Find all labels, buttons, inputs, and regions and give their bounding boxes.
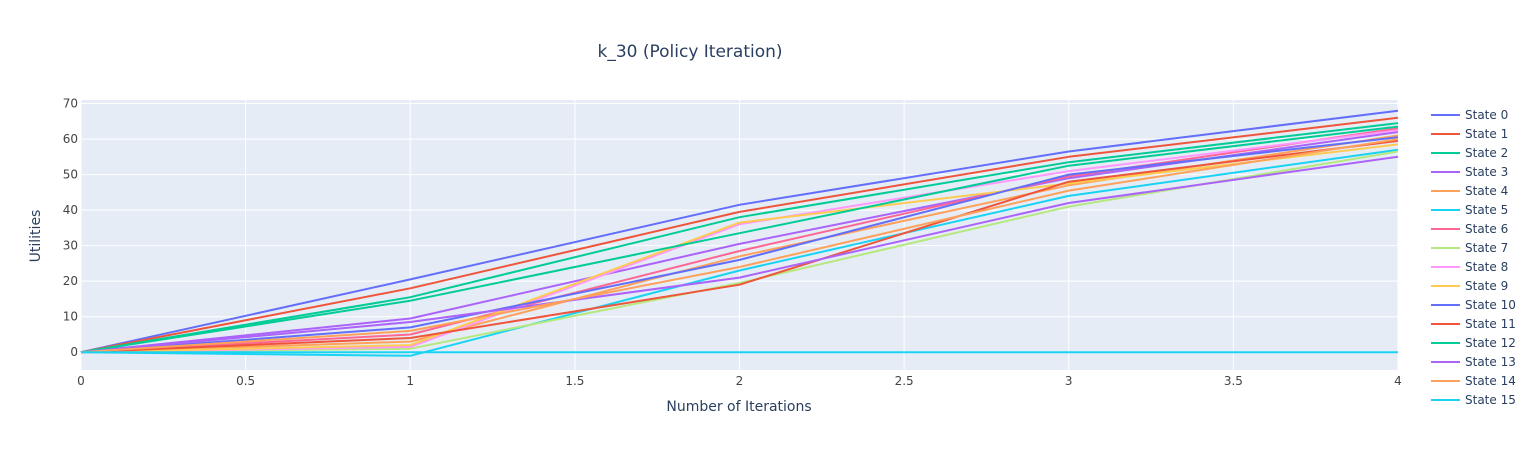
y-axis-title: Utilities [28, 210, 44, 263]
series-group [80, 109, 1399, 357]
series-line-state-5[interactable] [80, 148, 1399, 357]
legend-label: State 12 [1465, 336, 1516, 350]
x-tick-label: 2 [736, 374, 744, 388]
x-tick-label: 3.5 [1224, 374, 1243, 388]
legend-label: State 9 [1465, 279, 1508, 293]
legend-label: State 15 [1465, 393, 1516, 407]
legend-label: State 0 [1465, 108, 1508, 122]
legend-item[interactable]: State 0 [1431, 108, 1508, 122]
legend-label: State 11 [1465, 317, 1516, 331]
series-line-state-6[interactable] [80, 127, 1399, 354]
legend-item[interactable]: State 9 [1431, 279, 1508, 293]
legend-item[interactable]: State 8 [1431, 260, 1508, 274]
legend-item[interactable]: State 5 [1431, 203, 1508, 217]
y-tick-label: 10 [63, 310, 78, 324]
legend-item[interactable]: State 6 [1431, 222, 1508, 236]
legend-label: State 4 [1465, 184, 1508, 198]
x-tick-label: 0 [77, 374, 85, 388]
legend-label: State 8 [1465, 260, 1508, 274]
legend-item[interactable]: State 14 [1431, 374, 1516, 388]
y-tick-label: 40 [63, 203, 78, 217]
legend-item[interactable]: State 12 [1431, 336, 1516, 350]
legend-item[interactable]: State 4 [1431, 184, 1508, 198]
legend-item[interactable]: State 1 [1431, 127, 1508, 141]
y-tick-label: 20 [63, 274, 78, 288]
x-tick-label: 3 [1065, 374, 1073, 388]
series-line-state-8[interactable] [80, 129, 1399, 354]
x-tick-label: 1.5 [565, 374, 584, 388]
x-axis-ticks: 0 0.5 1 1.5 2 2.5 3 3.5 4 [77, 374, 1402, 388]
y-tick-label: 0 [70, 345, 78, 359]
y-tick-label: 50 [63, 168, 78, 182]
x-tick-label: 0.5 [236, 374, 255, 388]
legend-label: State 3 [1465, 165, 1508, 179]
y-tick-label: 60 [63, 132, 78, 146]
legend-item[interactable]: State 15 [1431, 393, 1516, 407]
legend-item[interactable]: State 7 [1431, 241, 1508, 255]
series-line-state-10[interactable] [80, 136, 1399, 354]
legend-item[interactable]: State 2 [1431, 146, 1508, 160]
y-tick-label: 70 [63, 97, 78, 111]
legend-label: State 6 [1465, 222, 1508, 236]
series-line-state-1[interactable] [80, 116, 1399, 354]
legend-label: State 13 [1465, 355, 1516, 369]
series-line-state-0[interactable] [80, 109, 1399, 354]
x-axis-title: Number of Iterations [666, 399, 811, 415]
series-line-state-12[interactable] [80, 125, 1399, 354]
legend-label: State 2 [1465, 146, 1508, 160]
legend: State 0 State 1 State 2 State 3 State 4 State… [1431, 108, 1516, 407]
chart-title: k_30 (Policy Iteration) [597, 42, 782, 62]
x-tick-label: 4 [1394, 374, 1402, 388]
legend-item[interactable]: State 11 [1431, 317, 1516, 331]
series-line-state-11[interactable] [80, 139, 1399, 354]
series-line-state-2[interactable] [80, 122, 1399, 354]
series-line-state-13[interactable] [80, 155, 1399, 354]
series-line-state-14[interactable] [80, 138, 1399, 354]
x-tick-label: 2.5 [895, 374, 914, 388]
legend-item[interactable]: State 3 [1431, 165, 1508, 179]
x-tick-label: 1 [406, 374, 414, 388]
legend-item[interactable]: State 10 [1431, 298, 1516, 312]
legend-label: State 10 [1465, 298, 1516, 312]
y-tick-label: 30 [63, 239, 78, 253]
legend-label: State 14 [1465, 374, 1516, 388]
series-line-state-9[interactable] [80, 143, 1399, 354]
legend-label: State 7 [1465, 241, 1508, 255]
y-axis-ticks: 0 10 20 30 40 50 60 70 [63, 97, 78, 360]
legend-item[interactable]: State 13 [1431, 355, 1516, 369]
legend-label: State 5 [1465, 203, 1508, 217]
legend-label: State 1 [1465, 127, 1508, 141]
